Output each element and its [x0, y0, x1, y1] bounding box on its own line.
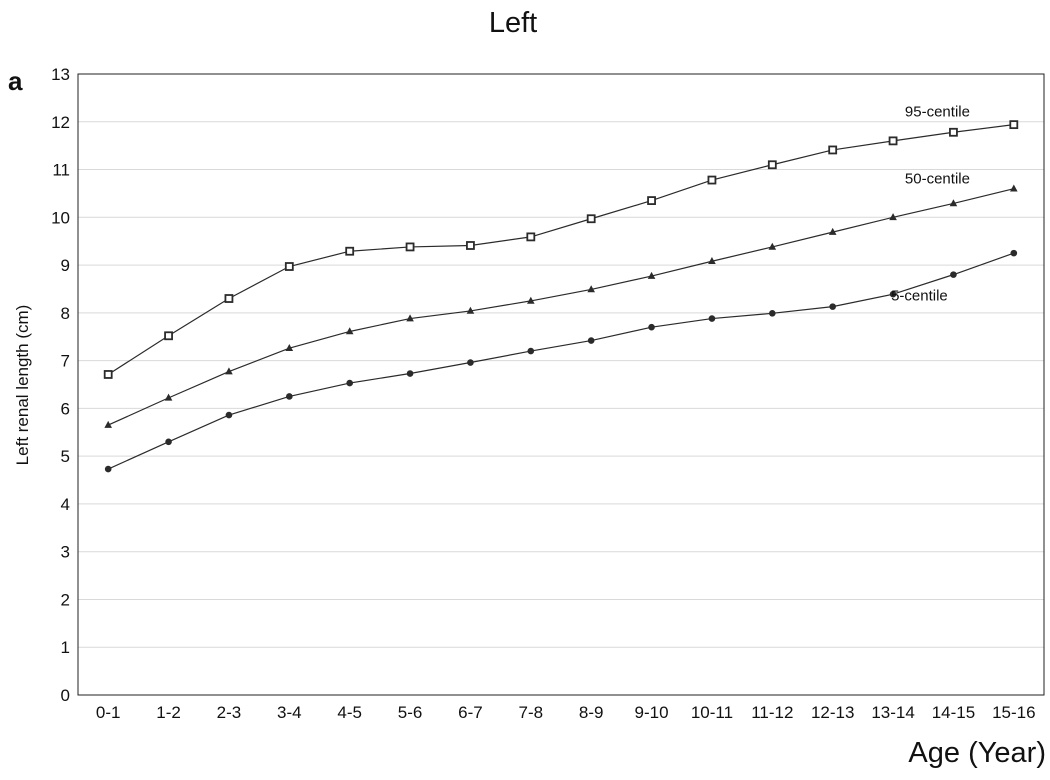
- series-annotation: 95-centile: [905, 103, 970, 120]
- data-point-square: [586, 214, 596, 224]
- data-point-triangle: [406, 314, 414, 322]
- data-point-square: [828, 145, 838, 155]
- x-tick-label: 10-11: [691, 703, 733, 722]
- data-point-circle: [1010, 249, 1018, 257]
- data-point-circle: [527, 347, 535, 355]
- data-point-circle: [950, 271, 957, 278]
- x-tick-label: 1-2: [156, 703, 181, 722]
- data-point-triangle: [527, 296, 535, 304]
- data-point-circle: [708, 315, 716, 322]
- y-tick-label: 2: [61, 590, 70, 609]
- y-tick-label: 11: [52, 161, 70, 180]
- y-axis-label: Left renal length (cm): [13, 305, 32, 466]
- data-point-triangle: [1010, 184, 1018, 192]
- x-tick-label: 7-8: [519, 703, 544, 722]
- data-point-square: [888, 136, 898, 146]
- x-tick-label: 13-14: [871, 703, 914, 722]
- y-tick-label: 8: [61, 304, 70, 323]
- data-point-triangle: [104, 420, 112, 428]
- data-point-circle: [406, 370, 414, 377]
- data-point-triangle: [466, 306, 475, 314]
- data-point-triangle: [345, 327, 354, 335]
- x-axis-label: Age (Year): [908, 737, 1046, 769]
- x-tick-label: 11-12: [751, 703, 793, 722]
- y-tick-label: 4: [61, 495, 70, 514]
- data-point-square: [949, 127, 958, 137]
- x-tick-label: 9-10: [635, 703, 669, 722]
- y-tick-label: 7: [61, 352, 70, 371]
- series-annotation: 50-centile: [905, 170, 970, 187]
- data-point-square: [103, 370, 113, 379]
- plot-frame: [77, 73, 1045, 696]
- x-tick-label: 2-3: [217, 703, 242, 722]
- data-point-circle: [286, 393, 293, 400]
- chart-title: Left: [489, 7, 537, 39]
- data-point-square: [1009, 120, 1019, 130]
- y-tick-label: 10: [51, 208, 70, 227]
- data-point-triangle: [708, 257, 716, 265]
- data-point-circle: [346, 379, 353, 387]
- x-tick-label: 3-4: [277, 703, 302, 722]
- y-tick-label: 0: [61, 686, 70, 705]
- series-line: [107, 252, 1015, 470]
- data-point-square: [767, 160, 777, 170]
- data-point-square: [284, 262, 294, 271]
- x-tick-label: 14-15: [932, 703, 975, 722]
- data-point-square: [647, 196, 656, 205]
- data-point-square: [526, 232, 536, 242]
- gridlines: [78, 121, 1044, 648]
- data-point-square: [345, 246, 355, 256]
- x-tick-label: 5-6: [398, 703, 423, 722]
- data-point-triangle: [828, 227, 837, 235]
- data-point-circle: [648, 323, 655, 331]
- data-point-circle: [467, 359, 474, 366]
- x-tick-label: 6-7: [458, 703, 483, 722]
- panel-label: a: [8, 66, 23, 96]
- y-tick-label: 1: [61, 638, 70, 657]
- series-line: [107, 124, 1014, 375]
- data-point-triangle: [949, 199, 958, 207]
- data-point-square: [224, 294, 234, 303]
- series-annotation: 5-centile: [891, 288, 948, 305]
- data-point-triangle: [647, 271, 656, 279]
- data-point-circle: [769, 310, 776, 317]
- series-annotations: 95-centile 50-centile 5-centile: [891, 103, 970, 304]
- x-tick-label: 8-9: [579, 703, 604, 722]
- x-tick-label: 4-5: [337, 703, 362, 722]
- y-tick-label: 12: [51, 113, 70, 132]
- y-tick-label: 6: [61, 399, 70, 418]
- data-point-circle: [165, 438, 172, 446]
- data-point-triangle: [768, 242, 777, 250]
- data-point-triangle: [587, 285, 595, 293]
- series-line: [107, 188, 1014, 426]
- y-tick-label: 3: [61, 543, 70, 562]
- data-point-triangle: [164, 393, 173, 401]
- x-tick-label: 0-1: [96, 703, 121, 722]
- data-point-square: [707, 175, 717, 185]
- y-tick-label: 5: [61, 447, 70, 466]
- data-point-circle: [829, 303, 836, 310]
- data-point-circle: [587, 337, 595, 344]
- y-tick-label: 13: [51, 65, 70, 84]
- x-tick-label: 15-16: [992, 703, 1035, 722]
- x-tick-label: 12-13: [811, 703, 854, 722]
- data-point-circle: [889, 290, 897, 298]
- data-point-square: [405, 242, 415, 252]
- y-tick-label: 9: [61, 256, 70, 275]
- data-point-triangle: [889, 213, 897, 221]
- data-point-square: [164, 331, 173, 341]
- data-point-circle: [104, 465, 112, 473]
- data-point-triangle: [225, 367, 233, 375]
- data-point-circle: [225, 411, 233, 419]
- series-lines: [103, 120, 1019, 473]
- data-point-triangle: [285, 343, 294, 351]
- data-point-square: [466, 241, 475, 250]
